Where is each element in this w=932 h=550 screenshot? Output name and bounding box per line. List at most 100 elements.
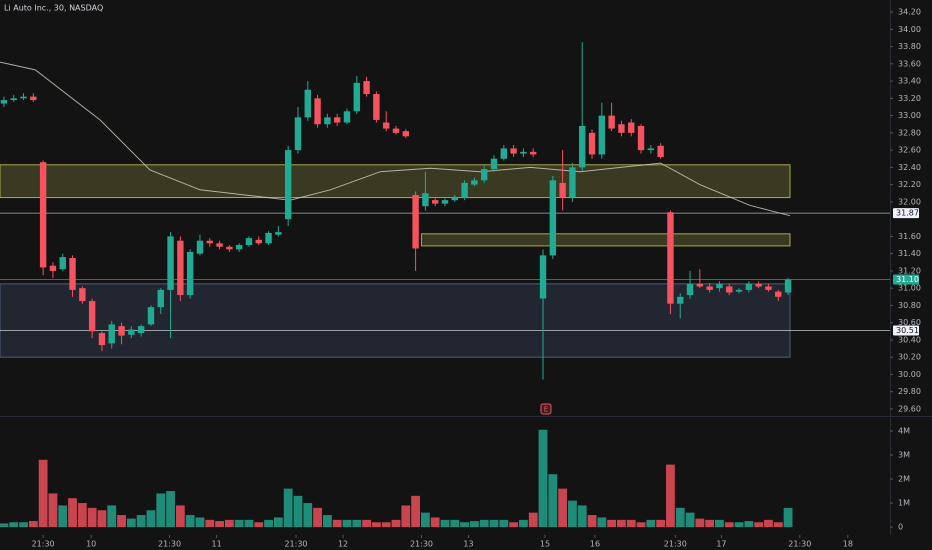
y-tick-label: 30.20 — [898, 353, 921, 362]
candle-body — [343, 111, 351, 123]
candle-body — [10, 98, 17, 101]
candle-body — [108, 324, 115, 344]
y-tick-label: 33.60 — [898, 59, 921, 68]
candle-body — [598, 115, 606, 155]
candle-body — [530, 151, 537, 155]
volume-bar — [607, 519, 617, 528]
candle-body — [177, 240, 184, 296]
candle-body — [324, 117, 331, 125]
candle-body — [30, 96, 37, 101]
volume-tick-label: 2M — [898, 475, 910, 484]
candle-body — [69, 257, 76, 290]
x-tick-label: 15 — [540, 540, 550, 549]
y-tick-label: 31.20 — [898, 266, 921, 275]
y-tick-label: 34.00 — [898, 25, 921, 34]
candle-body — [588, 132, 596, 155]
candle-body — [775, 291, 782, 297]
volume-bar — [626, 519, 636, 528]
candle-body — [235, 245, 243, 250]
zone — [0, 164, 791, 199]
candle-body — [745, 283, 753, 290]
candle-body — [216, 243, 223, 247]
candle-body — [608, 115, 615, 129]
volume-bar — [744, 521, 754, 528]
volume-bar — [195, 517, 205, 528]
candle-body — [569, 167, 576, 198]
x-tick-label: 17 — [716, 540, 726, 549]
volume-bar — [313, 507, 322, 528]
volume-tick-label: 0 — [898, 523, 903, 532]
y-tick-label: 29.60 — [898, 404, 921, 413]
y-tick-label: 33.40 — [898, 77, 921, 86]
volume-bar — [185, 515, 195, 528]
candle-body — [392, 128, 400, 133]
volume-bar — [519, 519, 528, 528]
volume-bar — [303, 503, 313, 528]
volume-bar — [9, 522, 19, 528]
volume-bar — [440, 519, 450, 528]
event-label: E — [544, 406, 548, 414]
volume-bar — [724, 522, 734, 528]
candle-body — [471, 180, 478, 185]
volume-bar — [391, 519, 401, 528]
candle-body — [500, 148, 508, 159]
level-label: 31.87 — [896, 209, 919, 218]
candle-body — [206, 240, 213, 244]
volume-bar — [136, 515, 146, 528]
volume-bar — [0, 523, 9, 528]
candle-body — [59, 257, 66, 270]
x-tick-label: 21:30 — [410, 540, 433, 549]
volume-bar — [715, 519, 724, 528]
y-tick-label: 34.20 — [898, 8, 921, 17]
x-tick-label: 21:30 — [158, 540, 181, 549]
volume-bar — [548, 474, 558, 528]
volume-bar — [342, 519, 352, 528]
volume-bar — [273, 517, 283, 528]
level-label-box — [893, 325, 919, 336]
volume-bar — [636, 522, 646, 528]
x-tick-label: 10 — [86, 540, 96, 549]
candle-body — [441, 200, 449, 204]
volume-bar — [244, 519, 254, 528]
volume-bar — [420, 512, 430, 528]
candle-body — [735, 289, 743, 292]
y-tick-label: 32.20 — [898, 180, 921, 189]
candle-body — [88, 301, 96, 332]
candle-body — [294, 117, 302, 151]
y-tick-label: 32.00 — [898, 197, 921, 206]
volume-bar — [68, 498, 77, 528]
volume-bar — [479, 519, 489, 528]
volume-bar — [450, 519, 460, 528]
candle-body — [79, 288, 86, 302]
volume-bar — [538, 429, 548, 528]
volume-bar — [97, 510, 107, 528]
candle-body — [431, 200, 439, 204]
y-tick-label: 32.80 — [898, 128, 921, 137]
candle-body — [226, 246, 233, 250]
chart-title: Li Auto Inc., 30, NASDAQ — [4, 4, 103, 13]
volume-bar — [499, 519, 509, 528]
candle-body — [353, 82, 360, 112]
volume-bar — [254, 522, 264, 528]
volume-bar — [577, 505, 587, 528]
volume-bar — [117, 515, 126, 528]
x-tick-label: 21:30 — [664, 540, 687, 549]
level-label-box — [893, 208, 919, 219]
x-tick-label: 11 — [212, 540, 222, 549]
volume-bar — [381, 522, 391, 528]
volume-bar — [126, 518, 136, 528]
volume-bar — [764, 519, 773, 528]
volume-bar — [224, 519, 234, 528]
volume-bar — [19, 522, 28, 528]
x-tick-label: 21:30 — [32, 540, 55, 549]
volume-bar — [234, 519, 244, 528]
volume-bar — [489, 519, 499, 528]
y-tick-label: 33.00 — [898, 111, 921, 120]
y-tick-label: 31.00 — [898, 284, 921, 293]
volume-bar — [38, 459, 48, 528]
moving-average — [0, 61, 791, 217]
candle-body — [618, 124, 625, 133]
candle-body — [726, 286, 733, 293]
candle-body — [245, 238, 253, 246]
